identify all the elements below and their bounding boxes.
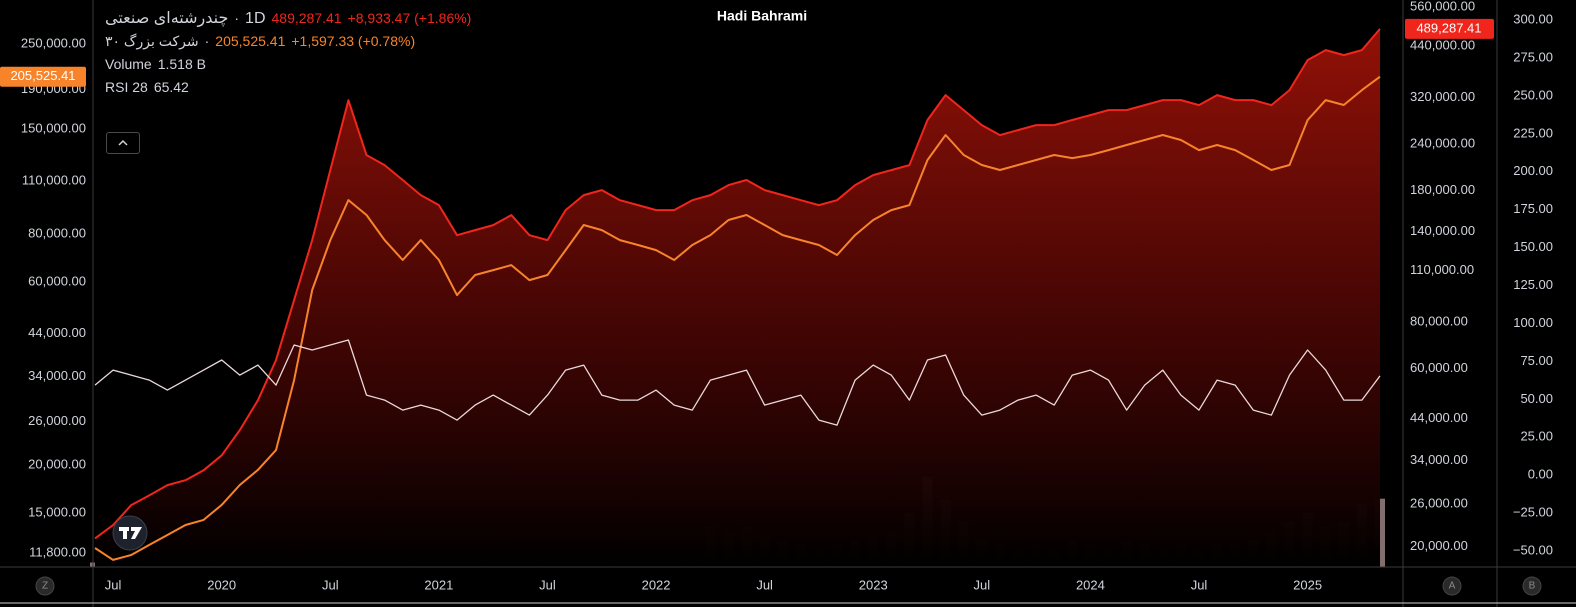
tick-label: 34,000.00 [28,368,86,383]
x-tick-label: Jul [322,577,339,592]
rsi-value: 65.42 [153,79,189,95]
tick-label: 440,000.00 [1410,38,1475,53]
tick-label: 60,000.00 [1410,360,1468,375]
tick-label: 110,000.00 [22,172,86,187]
tick-label: 100.00 [1513,315,1553,330]
series-line [94,75,1381,561]
tick-label: 0.00 [1528,467,1553,482]
legend-row: شرکت بزرگ ۳۰ · 205,525.41 +1,597.33 (+0.78%… [105,30,477,53]
volume-value: 1.518 B [157,56,206,72]
series-name: چندرشته‌ای صنعتی [105,10,229,27]
series-line [94,339,1381,426]
tick-label: 180,000.00 [1410,182,1475,197]
price-badge [0,66,86,87]
separator: · [204,33,210,49]
tick-label: 34,000.00 [1410,452,1468,467]
tick-label: 50.00 [1520,391,1553,406]
volume-name: Volume [105,56,152,72]
tick-label: 75.00 [1520,353,1553,368]
x-tick-label: Jul [756,577,773,592]
scale-button-label: A [1449,581,1456,592]
tick-label: 225.00 [1513,125,1553,140]
x-tick-label: Jul [1191,577,1208,592]
area [95,28,1380,567]
tick-label: 20,000.00 [28,456,86,471]
x-tick-label: Jul [974,577,991,592]
collapse-legend-button[interactable] [106,132,140,154]
separator: · [234,10,240,26]
tick-label: 250.00 [1513,87,1553,102]
chart-title: Hadi Bahrami [717,8,807,24]
x-tick-label: Jul [539,577,556,592]
x-tick-label: 2023 [859,577,888,592]
change: +1,597.33 (+0.78%) [291,33,416,49]
legend-row: چندرشته‌ای صنعتی · 1D 489,287.41 +8,933.47 (… [105,7,477,30]
x-tick-label: 2024 [1076,577,1105,592]
x-tick-label: Jul [105,577,122,592]
tv-logo [112,515,148,551]
price-badge-label: 205,525.41 [10,68,75,83]
tick-label: 11,800.00 [29,544,86,559]
scale-button-label: B [1529,581,1536,592]
x-tick-label: 2021 [424,577,453,592]
tick-label: 25.00 [1520,429,1553,444]
legend-row: RSI 28 65.42 [105,76,477,99]
tick-label: 60,000.00 [28,273,86,288]
tick-label: 15,000.00 [28,504,86,519]
tick-label: −25.00 [1513,505,1553,520]
rsi-name: RSI 28 [105,79,148,95]
tick-label: 44,000.00 [1410,410,1468,425]
chevron-icon [118,139,128,146]
tick-label: 200.00 [1513,163,1553,178]
last-value: 205,525.41 [215,33,286,49]
series-line [94,28,1381,540]
change: +8,933.47 (+1.86%) [347,10,472,26]
legend-row: Volume 1.518 B [105,53,477,76]
tick-label: 44,000.00 [28,325,86,340]
scale-button[interactable] [35,576,55,596]
tick-label: 150,000.00 [21,121,86,136]
tick-label: 80,000.00 [1410,313,1468,328]
tick-label: 560,000.00 [1410,0,1475,14]
scale-button[interactable] [1442,576,1462,596]
price-badge-label: 489,287.41 [1416,20,1481,35]
tick-label: 125.00 [1513,277,1553,292]
tick-label: 250,000.00 [21,35,86,50]
tick-label: 20,000.00 [1410,538,1468,553]
last-value: 489,287.41 [271,10,342,26]
series-name: شرکت بزرگ ۳۰ [105,33,199,49]
tick-label: 320,000.00 [1410,89,1475,104]
tick-label: 140,000.00 [1410,223,1475,238]
x-tick-label: 2020 [207,577,236,592]
tick-label: 240,000.00 [1410,136,1475,151]
tick-label: 80,000.00 [28,225,86,240]
x-tick-label: 2025 [1293,577,1322,592]
tick-label: 26,000.00 [28,413,86,428]
tick-label: 26,000.00 [1410,495,1468,510]
tick-label: 275.00 [1513,49,1553,64]
tick-label: −50.00 [1513,543,1553,558]
tick-label: 110,000.00 [1410,262,1474,277]
tick-label: 300.00 [1513,11,1553,26]
legend: چندرشته‌ای صنعتی · 1D 489,287.41 +8,933.47 (… [105,7,477,99]
scale-button[interactable] [1522,576,1542,596]
price-badge [1405,18,1494,39]
scale-button-label: Z [42,581,48,592]
tick-label: 175.00 [1513,201,1553,216]
x-tick-label: 2022 [642,577,671,592]
interval: 1D [245,10,266,27]
tick-label: 150.00 [1513,239,1553,254]
